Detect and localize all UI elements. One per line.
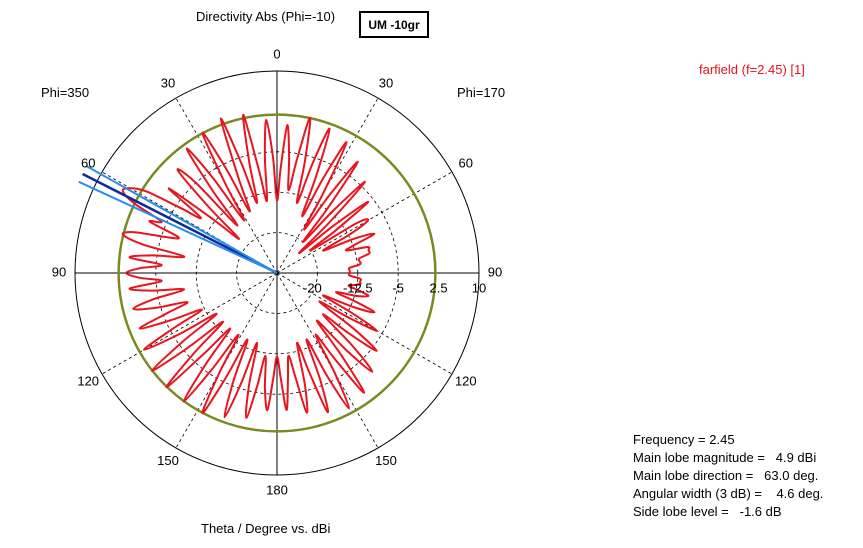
angle-tick-label: 90 [52, 264, 66, 279]
info-label: Side lobe level = [633, 504, 729, 519]
info-value: 4.6 deg. [776, 486, 824, 501]
phi-left-label: Phi=350 [41, 85, 90, 100]
angle-tick-label: 120 [77, 373, 99, 388]
main-lobe-layer [78, 165, 278, 275]
cut-badge[interactable]: UM -10gr [359, 11, 429, 38]
angle-spoke [175, 272, 278, 449]
angle-tick-label: 150 [157, 453, 179, 468]
results-panel: Frequency = 2.45 Main lobe magnitude = 4… [633, 431, 823, 521]
radial-tick-label: -20 [303, 280, 322, 295]
radial-tick-label: -12.5 [343, 280, 373, 295]
angle-tick-label: 60 [459, 155, 473, 170]
radial-tick-label: 2.5 [430, 280, 448, 295]
angle-tick-label: 90 [488, 264, 502, 279]
info-angular-width: Angular width (3 dB) = 4.6 deg. [633, 485, 823, 503]
info-label: Main lobe direction = [633, 468, 754, 483]
angle-tick-label: 30 [379, 76, 393, 91]
legend-entry: farfield (f=2.45) [1] [699, 62, 805, 77]
polar-grid [74, 70, 480, 476]
main-lobe-width-line [86, 165, 278, 274]
main-lobe-width-line [78, 180, 278, 274]
angle-spoke [276, 97, 379, 274]
info-frequency: Frequency = 2.45 [633, 431, 823, 449]
radial-tick-label: -5 [392, 280, 404, 295]
reference-circle [117, 113, 437, 433]
angle-tick-label: 180 [266, 482, 288, 497]
angle-tick-label: 30 [161, 76, 175, 91]
info-value: 4.9 dBi [775, 450, 817, 465]
angle-spoke [276, 272, 379, 449]
info-main-lobe-magnitude: Main lobe magnitude = 4.9 dBi [633, 449, 823, 467]
angle-spoke [276, 272, 453, 375]
reference-circle-layer [117, 113, 437, 433]
info-side-lobe-level: Side lobe level = -1.6 dB [633, 503, 823, 521]
x-axis-label: Theta / Degree vs. dBi [201, 521, 331, 536]
phi-right-label: Phi=170 [457, 85, 506, 100]
angle-spoke [276, 171, 453, 274]
chart-title: Directivity Abs (Phi=-10) [196, 9, 336, 24]
info-value: 2.45 [709, 432, 735, 447]
pattern-curve [121, 113, 379, 419]
radial-tick-label: 10 [472, 280, 486, 295]
info-main-lobe-direction: Main lobe direction = 63.0 deg. [633, 467, 823, 485]
tick-label-layer: 0 30 60 90 120 150 180 30 60 90 120 150 -20 -12.5 -5 2.… [52, 46, 502, 497]
angle-spoke [101, 272, 278, 375]
pattern-series-layer [121, 113, 379, 419]
angle-tick-label: 0 [273, 46, 280, 61]
info-label: Frequency = [633, 432, 706, 447]
info-label: Angular width (3 dB) = [633, 486, 762, 501]
angle-spoke [175, 97, 278, 274]
info-value: 63.0 deg. [764, 468, 819, 483]
info-label: Main lobe magnitude = [633, 450, 765, 465]
angle-tick-label: 60 [81, 155, 95, 170]
main-lobe-direction-line [82, 172, 278, 275]
info-value: -1.6 dB [739, 504, 782, 519]
angle-tick-label: 120 [455, 373, 477, 388]
angle-tick-label: 150 [375, 453, 397, 468]
